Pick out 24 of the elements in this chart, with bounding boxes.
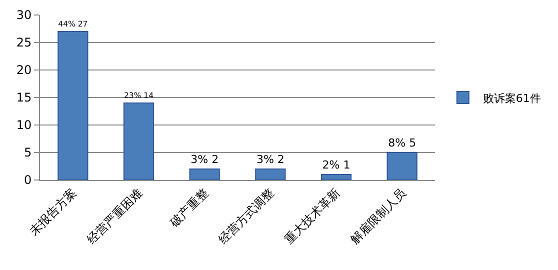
x-tick-label: 未报告方案 — [26, 186, 80, 238]
bar — [58, 31, 88, 180]
y-tick-label: 15 — [16, 90, 32, 105]
x-tick-label: 经营方式调整 — [216, 186, 277, 247]
bar — [386, 152, 418, 180]
x-tick-label: 解雇限制人员 — [348, 186, 408, 247]
y-tick-label: 20 — [16, 63, 32, 78]
legend-label: 败诉案61件 — [482, 92, 541, 105]
bar — [189, 168, 220, 180]
data-label: 3% 2 — [256, 153, 284, 166]
y-tick-label: 25 — [16, 36, 32, 50]
bar — [320, 174, 352, 180]
bar — [255, 168, 286, 180]
y-tick-label: 5 — [24, 146, 32, 160]
data-label: 2% 1 — [322, 158, 350, 172]
y-tick-label: 30 — [16, 8, 32, 22]
data-label: 3% 2 — [190, 153, 219, 166]
x-tick-label: 重大技术革新 — [282, 186, 343, 247]
bar — [123, 102, 154, 180]
y-tick-label: 0 — [24, 173, 32, 188]
x-tick-label: 破产重整 — [166, 186, 211, 230]
x-tick-label: 经营严重困难 — [84, 186, 146, 247]
data-label: 8% 5 — [388, 136, 416, 150]
y-tick-label: 10 — [16, 118, 32, 132]
